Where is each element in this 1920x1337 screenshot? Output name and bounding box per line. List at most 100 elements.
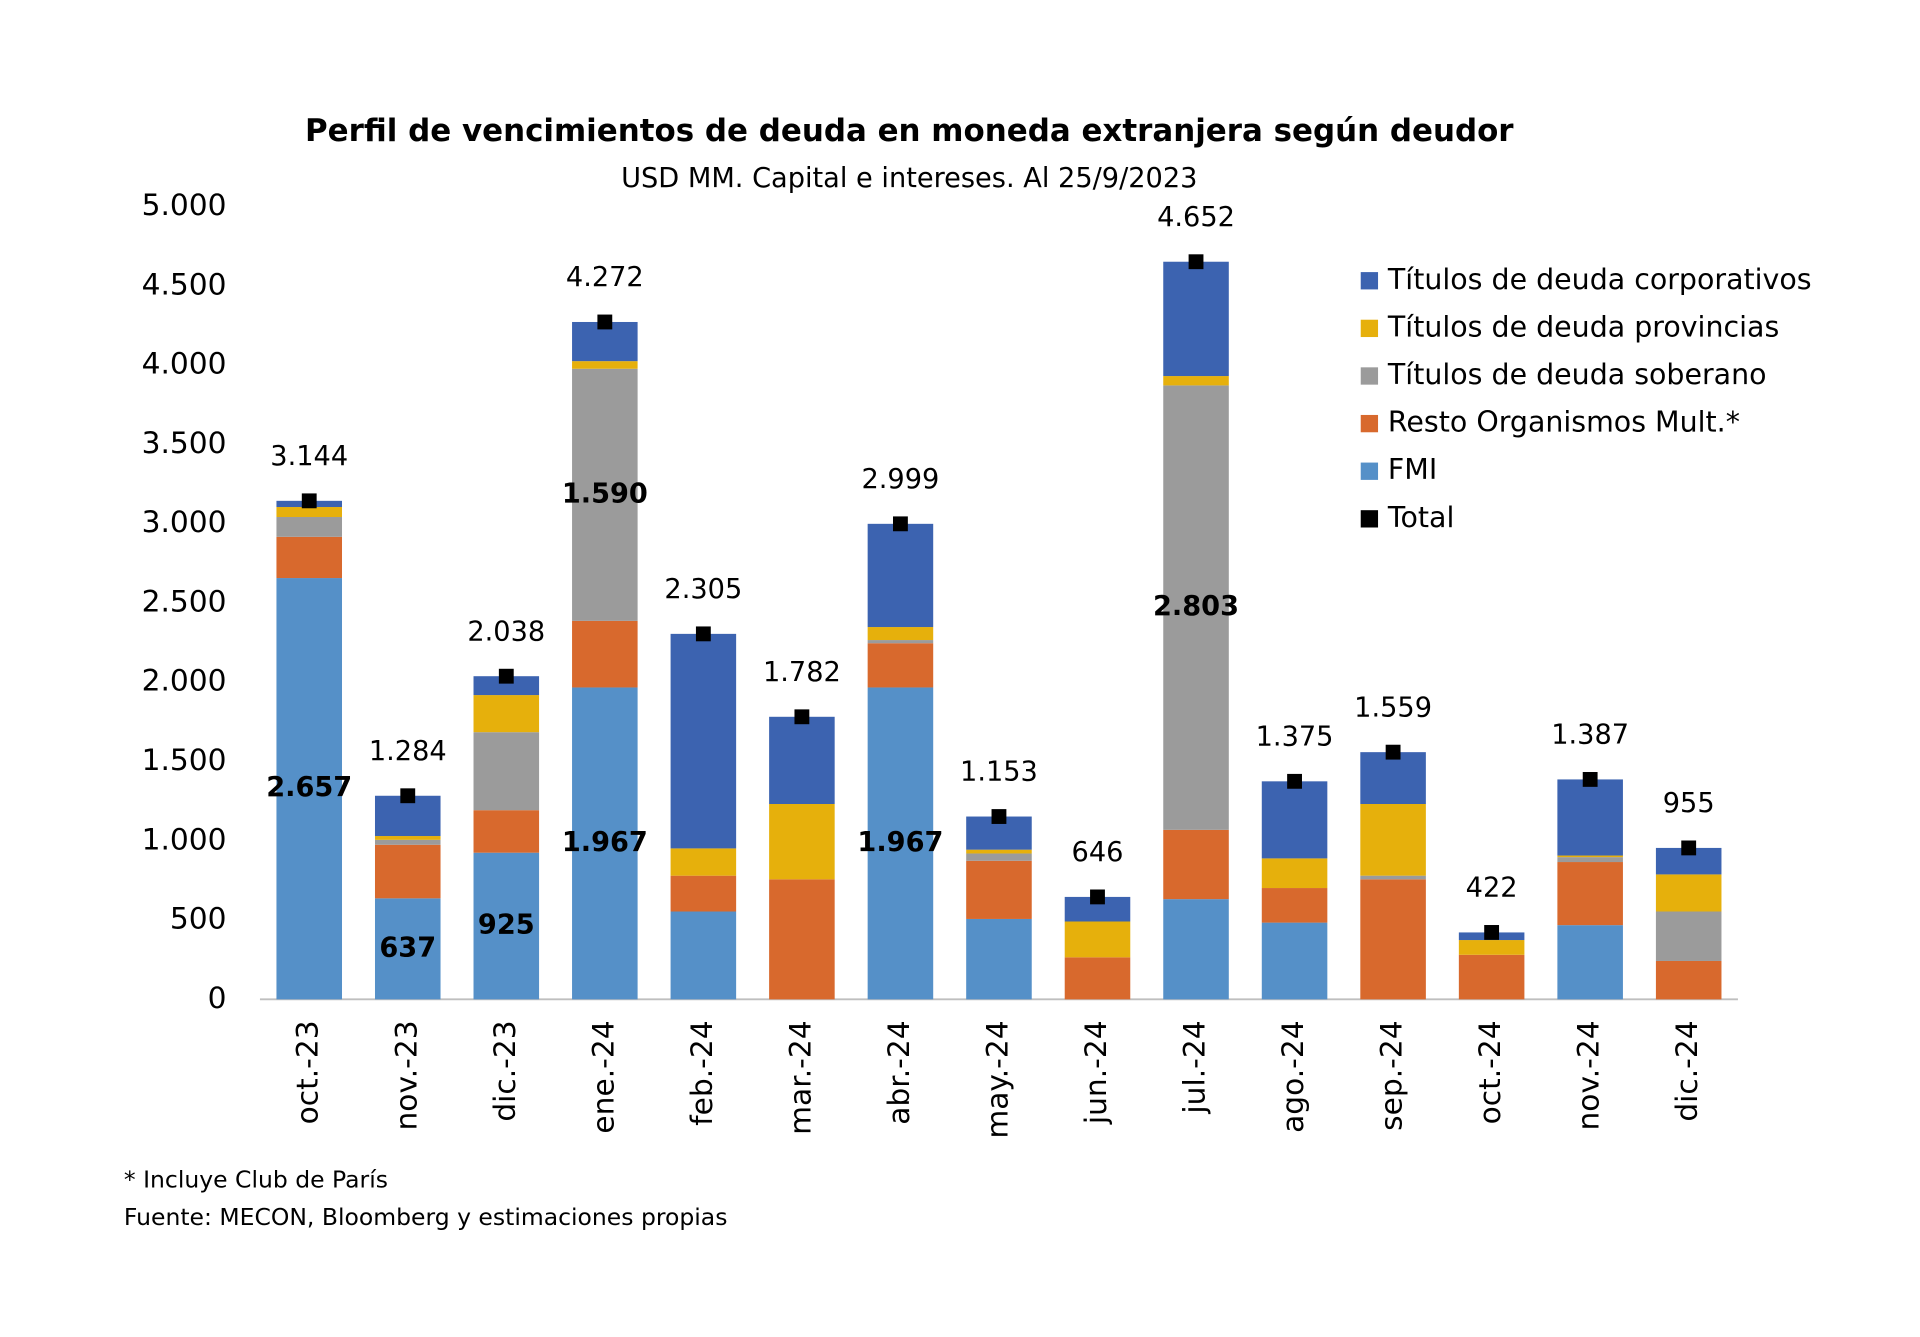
legend-label: Títulos de deuda soberano [1387, 358, 1767, 391]
x-tick-label: nov.-23 [388, 1020, 423, 1130]
bar-segment [1163, 829, 1229, 900]
x-tick-label: feb.-24 [684, 1020, 719, 1125]
total-marker [1090, 889, 1105, 905]
total-label: 1.375 [1256, 722, 1334, 753]
total-marker [400, 788, 416, 804]
total-marker [893, 516, 908, 532]
total-label: 1.782 [763, 657, 841, 688]
legend-swatch [1360, 462, 1379, 480]
chart-title: Perfil de vencimientos de deuda en moned… [305, 113, 1514, 149]
total-label: 646 [1072, 837, 1124, 868]
total-label: 2.999 [862, 464, 940, 495]
x-tick-label: dic.-24 [1669, 1020, 1704, 1121]
x-tick-label: ago.-24 [1275, 1020, 1310, 1133]
footnote: * Incluye Club de París [124, 1166, 388, 1194]
legend-swatch [1360, 510, 1379, 528]
total-label: 3.144 [270, 441, 348, 472]
bar-segment [473, 695, 540, 733]
total-label: 955 [1663, 788, 1715, 819]
total-label: 2.305 [664, 574, 742, 605]
bar-segment [670, 633, 737, 849]
total-label: 2.038 [467, 616, 545, 647]
bar-segment [1557, 855, 1623, 858]
legend-swatch [1360, 414, 1379, 433]
total-marker [597, 314, 613, 330]
total-marker [1287, 773, 1302, 789]
x-tick-label: jul.-24 [1177, 1020, 1212, 1114]
bar-segment [1655, 874, 1722, 912]
bar-segment [966, 918, 1032, 1000]
y-tick-label: 500 [170, 901, 227, 936]
bar-segment [769, 879, 835, 1000]
total-label: 1.153 [960, 757, 1038, 788]
bar-segment [867, 627, 934, 641]
x-tick-label: may.-24 [979, 1020, 1014, 1138]
total-marker [1484, 925, 1500, 940]
bar-segment [1458, 954, 1525, 1000]
bar-segment [1163, 261, 1229, 377]
bar-segment [473, 676, 540, 696]
bar-segment [1261, 922, 1328, 1000]
total-marker [794, 709, 810, 725]
x-tick-label: oct.-23 [290, 1020, 325, 1124]
bar-segment [374, 836, 441, 840]
bar-segment [1261, 781, 1328, 859]
bar-segment [374, 898, 441, 1000]
total-label: 4.272 [566, 262, 644, 293]
bar-segment [1557, 925, 1623, 1000]
x-tick-label: oct.-24 [1472, 1020, 1507, 1124]
legend-label: Total [1387, 501, 1454, 534]
bar-segment [276, 536, 343, 579]
legend-swatch [1360, 319, 1379, 338]
y-tick-label: 0 [208, 980, 227, 1015]
bar-segment [1064, 957, 1131, 1000]
y-tick-label: 2.000 [142, 663, 227, 698]
x-tick-label: nov.-24 [1571, 1020, 1606, 1130]
data-label: 2.657 [266, 772, 352, 803]
bar-segment [1557, 779, 1623, 856]
bar-segment [1655, 960, 1722, 1000]
bar-segment [1557, 862, 1623, 926]
bar-segment [670, 848, 737, 876]
total-marker [1681, 840, 1697, 856]
x-tick-label: sep.-24 [1374, 1020, 1409, 1130]
bar-segment [966, 853, 1032, 861]
bar-segment [1360, 875, 1426, 880]
total-marker [991, 809, 1007, 824]
bar-segment [867, 523, 934, 628]
bar-segment [1064, 921, 1131, 958]
bar-segment [276, 578, 343, 1000]
bar-segment [572, 620, 638, 688]
x-tick-label: dic.-23 [487, 1020, 522, 1121]
bar-segment [966, 849, 1032, 854]
bar-segment [572, 687, 638, 1000]
y-tick-label: 1.500 [142, 742, 227, 777]
bar-segment [1261, 858, 1328, 889]
bar-segment [1655, 911, 1722, 961]
y-tick-label: 5.000 [142, 187, 227, 222]
bar-segment [966, 860, 1032, 919]
total-marker [498, 668, 514, 684]
bar-segment [769, 804, 835, 880]
bar-segment [374, 839, 441, 845]
total-label: 4.652 [1157, 202, 1235, 233]
bar-segment [572, 368, 638, 621]
total-marker [695, 626, 711, 642]
bar-segment [473, 852, 540, 1000]
bar-segment [1261, 888, 1328, 923]
x-tick-label: jun.-24 [1078, 1020, 1113, 1125]
total-marker [1582, 772, 1598, 787]
bar-segment [276, 517, 343, 537]
bar-segment [1360, 752, 1426, 805]
y-tick-label: 4.000 [142, 346, 227, 381]
bar-segment [1163, 899, 1229, 1000]
total-label: 1.559 [1354, 692, 1432, 723]
y-tick-label: 4.500 [142, 266, 227, 301]
bar-segment [1163, 385, 1229, 830]
data-label: 1.590 [562, 478, 648, 509]
x-tick-label: mar.-24 [782, 1020, 817, 1134]
data-label: 2.803 [1153, 591, 1239, 622]
bar-segment [1557, 857, 1623, 863]
bar-segment [867, 687, 934, 1000]
total-marker [1385, 744, 1401, 760]
